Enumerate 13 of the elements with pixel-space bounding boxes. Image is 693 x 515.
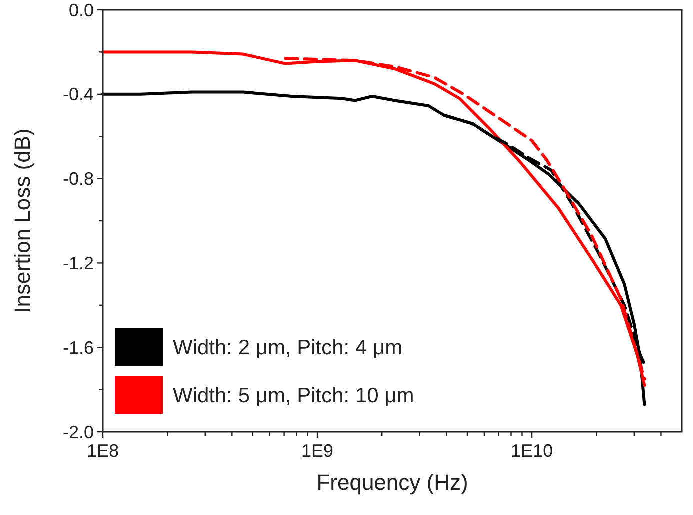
y-tick-label: -2.0: [62, 422, 94, 442]
legend-label: Width: 5 μm, Pitch: 10 μm: [173, 384, 414, 408]
y-tick-label: -1.2: [62, 254, 94, 274]
x-axis-title: Frequency (Hz): [316, 470, 468, 495]
y-tick-label: -0.4: [62, 84, 94, 105]
legend-label: Width: 2 μm, Pitch: 4 μm: [173, 336, 403, 360]
y-tick-label: -0.8: [62, 169, 94, 190]
x-tick-label: 1E9: [302, 441, 334, 461]
x-tick-label: 1E10: [511, 441, 554, 461]
y-tick-label: 0.0: [68, 0, 94, 20]
x-tick-label: 1E8: [86, 441, 120, 461]
y-tick-label: -1.6: [62, 338, 94, 358]
y-axis-title: Insertion Loss (dB): [10, 128, 35, 314]
